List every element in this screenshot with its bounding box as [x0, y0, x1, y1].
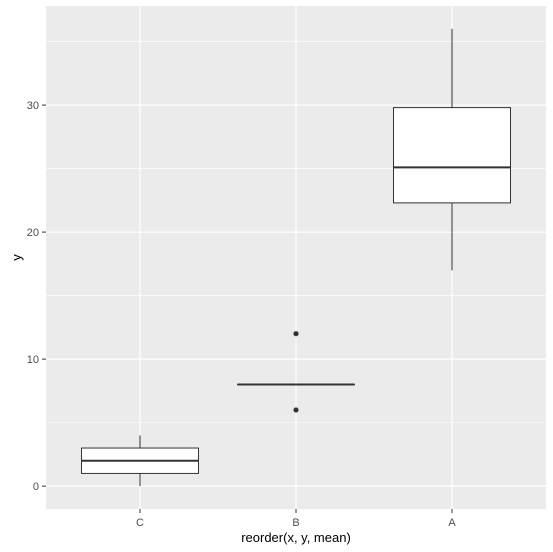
box-C	[81, 435, 199, 487]
box-iqr	[393, 107, 511, 204]
box-B	[237, 331, 355, 413]
y-tick-label: 20	[27, 227, 39, 239]
y-axis-ticks: 0 10 20 30	[27, 100, 46, 493]
y-tick-label: 30	[27, 100, 39, 112]
y-tick-label: 10	[27, 354, 39, 366]
y-axis-title: y	[9, 254, 24, 261]
x-tick-label: B	[292, 517, 299, 529]
box-group	[81, 28, 511, 487]
y-tick-label: 0	[33, 481, 39, 493]
x-tick-label: C	[136, 517, 144, 529]
x-axis-title: reorder(x, y, mean)	[241, 530, 351, 545]
outlier-point	[293, 331, 299, 337]
box-A	[393, 28, 511, 271]
outlier-point	[293, 407, 299, 413]
x-tick-label: A	[448, 517, 456, 529]
